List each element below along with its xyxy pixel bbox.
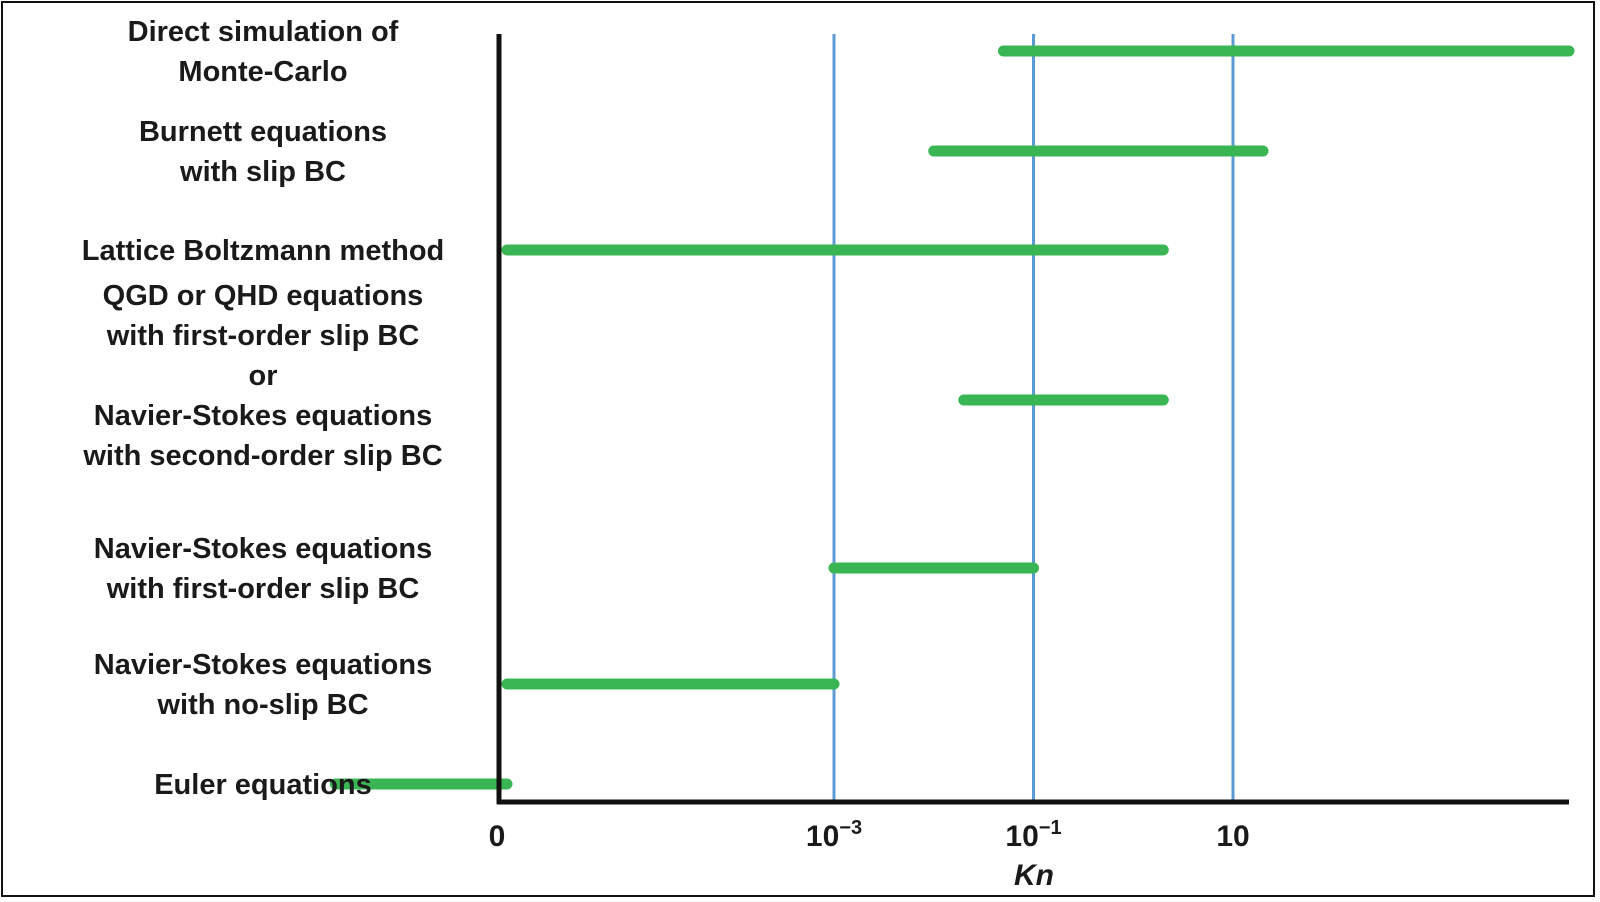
gridlines (832, 34, 1235, 802)
tick-label-2: 10−1 (1005, 817, 1061, 853)
range-bars (329, 45, 1575, 790)
method-label-6: Euler equations (154, 769, 372, 801)
tick-label-3: 10 (1216, 820, 1249, 853)
method-label-3: QGD or QHD equations with first-order sli… (82, 280, 442, 472)
tick-label-0: 0 (489, 820, 506, 853)
axes (496, 34, 1569, 805)
category-labels: Direct simulation of Monte-Carlo Burnett e… (82, 16, 445, 801)
tick-labels: 0 10−3 10−1 10 (489, 817, 1250, 853)
method-label-4: Navier-Stokes equations with first-order … (94, 533, 432, 605)
method-label-5: Navier-Stokes equations with no-slip BC (94, 649, 432, 721)
x-axis-title: Kn (1014, 859, 1054, 892)
tick-label-1: 10−3 (806, 817, 862, 853)
method-label-0: Direct simulation of Monte-Carlo (128, 16, 399, 88)
method-label-2: Lattice Boltzmann method (82, 235, 445, 267)
method-label-1: Burnett equations with slip BC (139, 116, 387, 188)
